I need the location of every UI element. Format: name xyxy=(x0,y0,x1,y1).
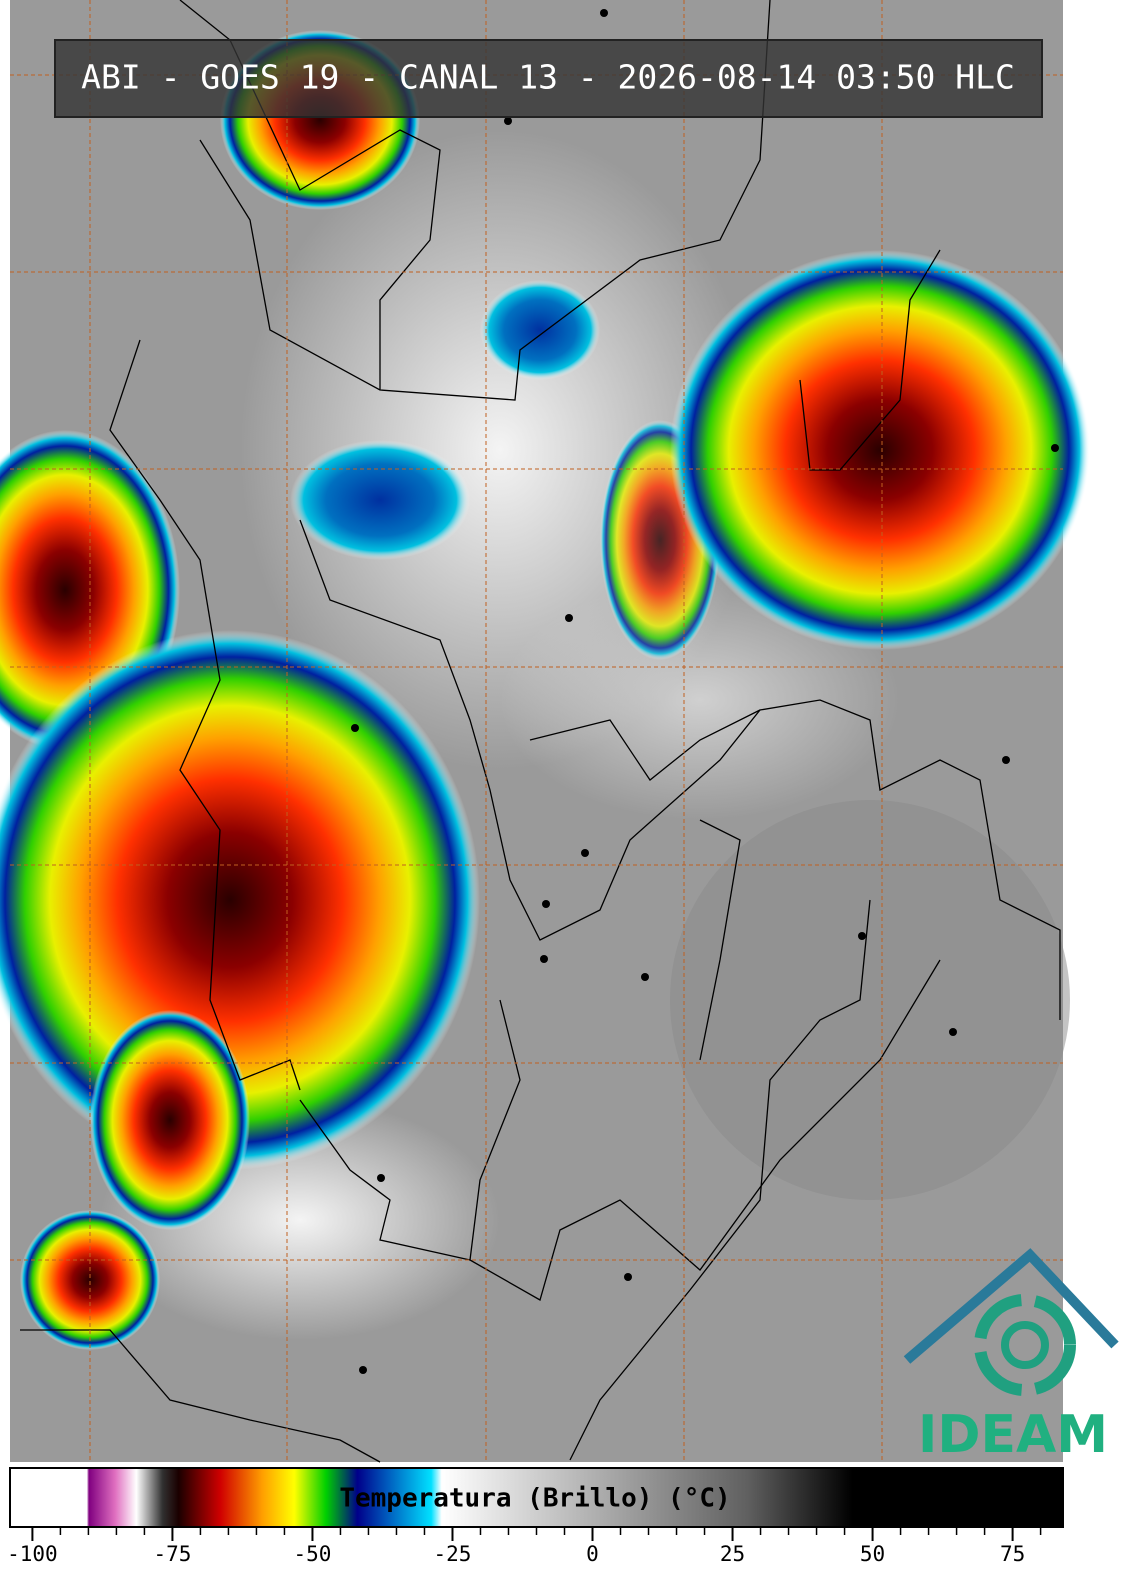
map xyxy=(0,0,1090,1463)
tick-label: -75 xyxy=(153,1542,191,1566)
tick-label: 50 xyxy=(860,1542,885,1566)
tick-label: 25 xyxy=(720,1542,745,1566)
tick-label: -25 xyxy=(434,1542,472,1566)
colorbar-label: Temperatura (Brillo) (°C) xyxy=(339,1484,730,1514)
tick-label: 0 xyxy=(586,1542,599,1566)
title: ABI - GOES 19 - CANAL 13 - 2026-08-14 03… xyxy=(81,58,1015,97)
colorbar: Temperatura (Brillo) (°C) xyxy=(9,1467,1064,1528)
tick-label: -100 xyxy=(7,1542,58,1566)
tick-label: 75 xyxy=(1000,1542,1025,1566)
logo-text: IDEAM xyxy=(918,1405,1108,1465)
title-box xyxy=(54,39,1043,118)
logo: IDEAM xyxy=(903,1248,1119,1465)
tick-label: -50 xyxy=(293,1542,331,1566)
